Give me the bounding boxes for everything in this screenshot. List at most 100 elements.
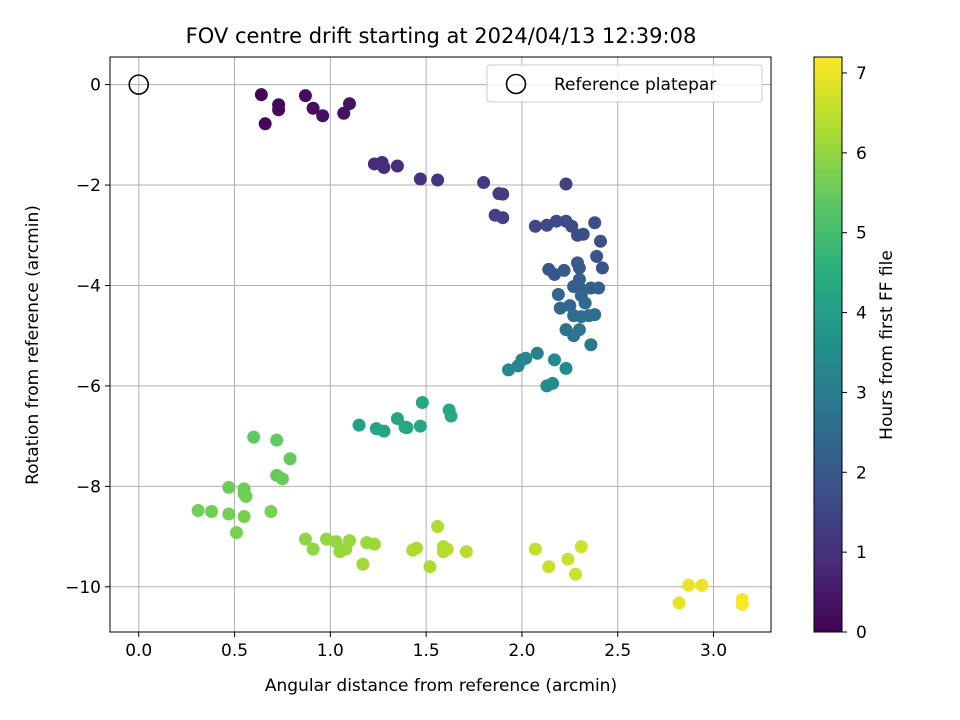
data-point (410, 541, 424, 555)
chart-title: FOV centre drift starting at 2024/04/13 … (186, 24, 697, 48)
colorbar-gradient (813, 56, 843, 633)
data-point (283, 452, 297, 466)
legend: Reference platepar (486, 64, 763, 103)
y-tick-label: −4 (76, 276, 101, 296)
data-point (237, 509, 251, 523)
data-point (542, 560, 556, 574)
data-point (557, 263, 571, 277)
data-point (572, 323, 586, 337)
data-point (574, 540, 588, 554)
data-point (592, 281, 606, 295)
data-point (444, 409, 458, 423)
y-tick-label: −8 (76, 477, 101, 497)
data-point (254, 88, 268, 102)
colorbar: 0 1 2 3 4 5 6 7 Hours from first FF file (813, 56, 897, 643)
y-tick-label: −6 (76, 377, 101, 397)
data-point (390, 159, 404, 173)
x-tick-label: 1.0 (317, 641, 344, 661)
data-point (559, 177, 573, 191)
data-point (672, 596, 686, 610)
y-tick-label: 0 (90, 76, 101, 96)
data-point (264, 504, 278, 518)
data-point (528, 219, 542, 233)
data-point (563, 299, 577, 313)
data-point (205, 504, 219, 518)
data-point (590, 249, 604, 263)
data-point (342, 97, 356, 111)
data-point (569, 567, 583, 581)
data-point (431, 173, 445, 187)
data-point (306, 542, 320, 556)
data-points (191, 88, 749, 611)
data-point (584, 338, 598, 352)
data-point (528, 542, 542, 556)
data-point (258, 117, 272, 131)
data-point (496, 187, 510, 201)
colorbar-tick-label: 5 (856, 224, 867, 244)
colorbar-label: Hours from first FF file (877, 250, 897, 440)
y-axis-ticks: 0 −2 −4 −6 −8 −10 (65, 76, 110, 598)
data-point (561, 552, 575, 566)
data-point (576, 227, 590, 241)
x-tick-label: 2.5 (604, 641, 631, 661)
data-point (530, 346, 544, 360)
x-axis-ticks: 0.0 0.5 1.0 1.5 2.0 2.5 3.0 (125, 632, 727, 661)
data-point (546, 376, 560, 390)
data-point (298, 89, 312, 103)
y-tick-label: −10 (65, 578, 101, 598)
plot-frame (109, 56, 772, 633)
x-tick-label: 0.0 (125, 641, 152, 661)
x-tick-label: 0.5 (221, 641, 248, 661)
data-point (496, 211, 510, 225)
data-point (352, 418, 366, 432)
data-point (477, 176, 491, 190)
data-point (551, 288, 565, 302)
data-point (272, 103, 286, 117)
data-point (275, 472, 289, 486)
data-point (431, 520, 445, 534)
data-point (329, 535, 343, 549)
data-point (588, 216, 602, 230)
y-tick-label: −2 (76, 176, 101, 196)
reference-point (128, 74, 150, 95)
data-point (549, 214, 563, 228)
data-point (593, 234, 607, 248)
data-point (356, 557, 370, 571)
data-point (588, 308, 602, 322)
colorbar-tick-label: 7 (856, 64, 867, 84)
data-point (413, 172, 427, 186)
data-point (337, 106, 351, 120)
legend-box (486, 64, 763, 103)
data-point (191, 503, 205, 517)
data-point (559, 361, 573, 375)
legend-label: Reference platepar (554, 75, 716, 95)
data-point (298, 532, 312, 546)
colorbar-tick-label: 4 (856, 304, 867, 324)
legend-marker (505, 73, 527, 95)
data-point (377, 160, 391, 174)
data-point (735, 597, 749, 611)
x-tick-label: 2.0 (508, 641, 535, 661)
colorbar-tick-label: 3 (856, 383, 867, 403)
x-tick-label: 3.0 (700, 641, 727, 661)
data-point (459, 545, 473, 559)
data-point (316, 109, 330, 123)
data-point (342, 534, 356, 548)
data-point (247, 430, 261, 444)
data-point (222, 480, 236, 494)
data-point (578, 296, 592, 310)
data-point (695, 578, 709, 592)
data-point (415, 396, 429, 410)
data-point (547, 353, 561, 367)
data-point (306, 101, 320, 115)
y-axis-label: Rotation from reference (arcmin) (23, 205, 43, 485)
data-point (595, 261, 609, 275)
data-point (239, 489, 253, 503)
data-point (270, 433, 284, 447)
reference-marker (128, 74, 150, 95)
data-point (400, 421, 414, 435)
data-point (377, 424, 391, 438)
colorbar-tick-label: 1 (856, 543, 867, 563)
colorbar-ticks: 0 1 2 3 4 5 6 7 (842, 64, 867, 643)
